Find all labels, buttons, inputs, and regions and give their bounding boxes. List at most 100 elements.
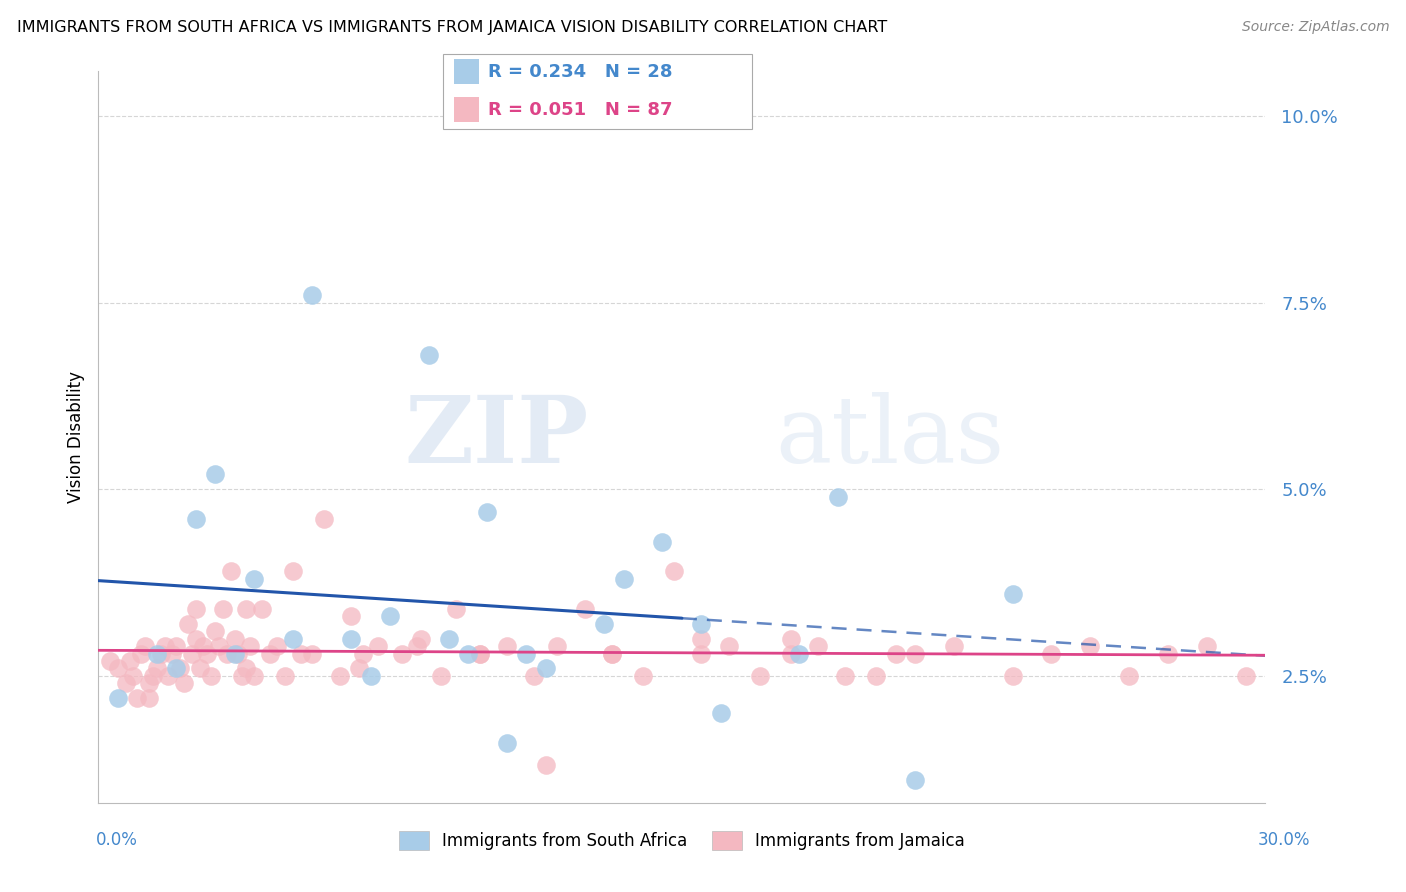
- Point: [865, 669, 887, 683]
- Point: [184, 632, 207, 646]
- Point: [312, 512, 335, 526]
- Point: [114, 676, 136, 690]
- Point: [418, 348, 440, 362]
- Point: [690, 632, 713, 646]
- Point: [593, 616, 616, 631]
- Point: [138, 691, 160, 706]
- Point: [98, 654, 121, 668]
- Point: [165, 661, 187, 675]
- Point: [662, 565, 685, 579]
- Point: [162, 647, 184, 661]
- Point: [574, 601, 596, 615]
- Point: [173, 676, 195, 690]
- Point: [748, 669, 770, 683]
- Point: [884, 647, 907, 661]
- Point: [134, 639, 156, 653]
- Point: [827, 490, 849, 504]
- Point: [239, 639, 262, 653]
- Point: [1080, 639, 1102, 653]
- Point: [177, 616, 200, 631]
- Point: [243, 572, 266, 586]
- Point: [546, 639, 568, 653]
- Point: [243, 669, 266, 683]
- Point: [188, 661, 211, 675]
- Point: [138, 676, 160, 690]
- Point: [142, 669, 165, 683]
- Point: [259, 647, 281, 661]
- Point: [1001, 669, 1024, 683]
- Point: [224, 647, 246, 661]
- Point: [496, 639, 519, 653]
- Point: [468, 647, 491, 661]
- Point: [834, 669, 856, 683]
- Point: [429, 669, 451, 683]
- Point: [127, 691, 149, 706]
- Point: [360, 669, 382, 683]
- Point: [281, 565, 304, 579]
- Point: [468, 647, 491, 661]
- Point: [690, 616, 713, 631]
- Point: [118, 654, 141, 668]
- Point: [208, 639, 231, 653]
- Legend: Immigrants from South Africa, Immigrants from Jamaica: Immigrants from South Africa, Immigrants…: [392, 824, 972, 856]
- Point: [352, 647, 374, 661]
- Point: [1234, 669, 1257, 683]
- Point: [1118, 669, 1140, 683]
- Point: [250, 601, 273, 615]
- Text: 30.0%: 30.0%: [1258, 831, 1310, 849]
- Point: [153, 639, 176, 653]
- Point: [219, 565, 242, 579]
- Point: [180, 647, 202, 661]
- Text: atlas: atlas: [775, 392, 1004, 482]
- Point: [301, 288, 323, 302]
- Point: [904, 773, 927, 788]
- Point: [204, 624, 226, 639]
- Point: [446, 601, 468, 615]
- Point: [184, 512, 207, 526]
- Point: [165, 639, 187, 653]
- Point: [204, 467, 226, 482]
- Point: [406, 639, 429, 653]
- Point: [651, 534, 673, 549]
- Point: [274, 669, 297, 683]
- Point: [301, 647, 323, 661]
- Point: [228, 647, 250, 661]
- Point: [523, 669, 546, 683]
- Point: [157, 669, 180, 683]
- Point: [107, 661, 129, 675]
- Point: [224, 632, 246, 646]
- Point: [943, 639, 966, 653]
- Point: [122, 669, 145, 683]
- Text: Source: ZipAtlas.com: Source: ZipAtlas.com: [1241, 20, 1389, 34]
- Point: [1001, 587, 1024, 601]
- Point: [146, 647, 169, 661]
- Point: [129, 647, 152, 661]
- Point: [515, 647, 537, 661]
- Point: [600, 647, 623, 661]
- Point: [212, 601, 235, 615]
- Point: [391, 647, 413, 661]
- Point: [779, 632, 801, 646]
- Point: [235, 601, 257, 615]
- Point: [631, 669, 654, 683]
- Point: [477, 505, 499, 519]
- Point: [787, 647, 810, 661]
- Text: IMMIGRANTS FROM SOUTH AFRICA VS IMMIGRANTS FROM JAMAICA VISION DISABILITY CORREL: IMMIGRANTS FROM SOUTH AFRICA VS IMMIGRAN…: [17, 20, 887, 35]
- Point: [437, 632, 460, 646]
- Text: ZIP: ZIP: [405, 392, 589, 482]
- Text: 0.0%: 0.0%: [96, 831, 138, 849]
- Point: [149, 647, 172, 661]
- Point: [717, 639, 740, 653]
- Point: [807, 639, 830, 653]
- Text: R = 0.234   N = 28: R = 0.234 N = 28: [488, 62, 672, 81]
- Point: [146, 661, 169, 675]
- Point: [380, 609, 402, 624]
- Point: [496, 736, 519, 750]
- Point: [107, 691, 129, 706]
- Point: [340, 632, 363, 646]
- Point: [281, 632, 304, 646]
- Point: [690, 647, 713, 661]
- Point: [169, 661, 191, 675]
- Point: [184, 601, 207, 615]
- Point: [266, 639, 288, 653]
